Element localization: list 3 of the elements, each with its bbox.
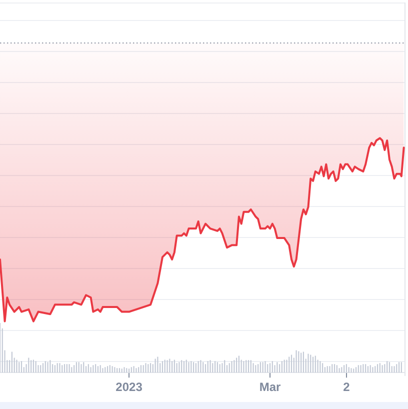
x-tick-label: 2 <box>343 380 350 394</box>
x-tick-label: 2023 <box>116 380 143 394</box>
x-tick-label: Mar <box>259 380 281 394</box>
